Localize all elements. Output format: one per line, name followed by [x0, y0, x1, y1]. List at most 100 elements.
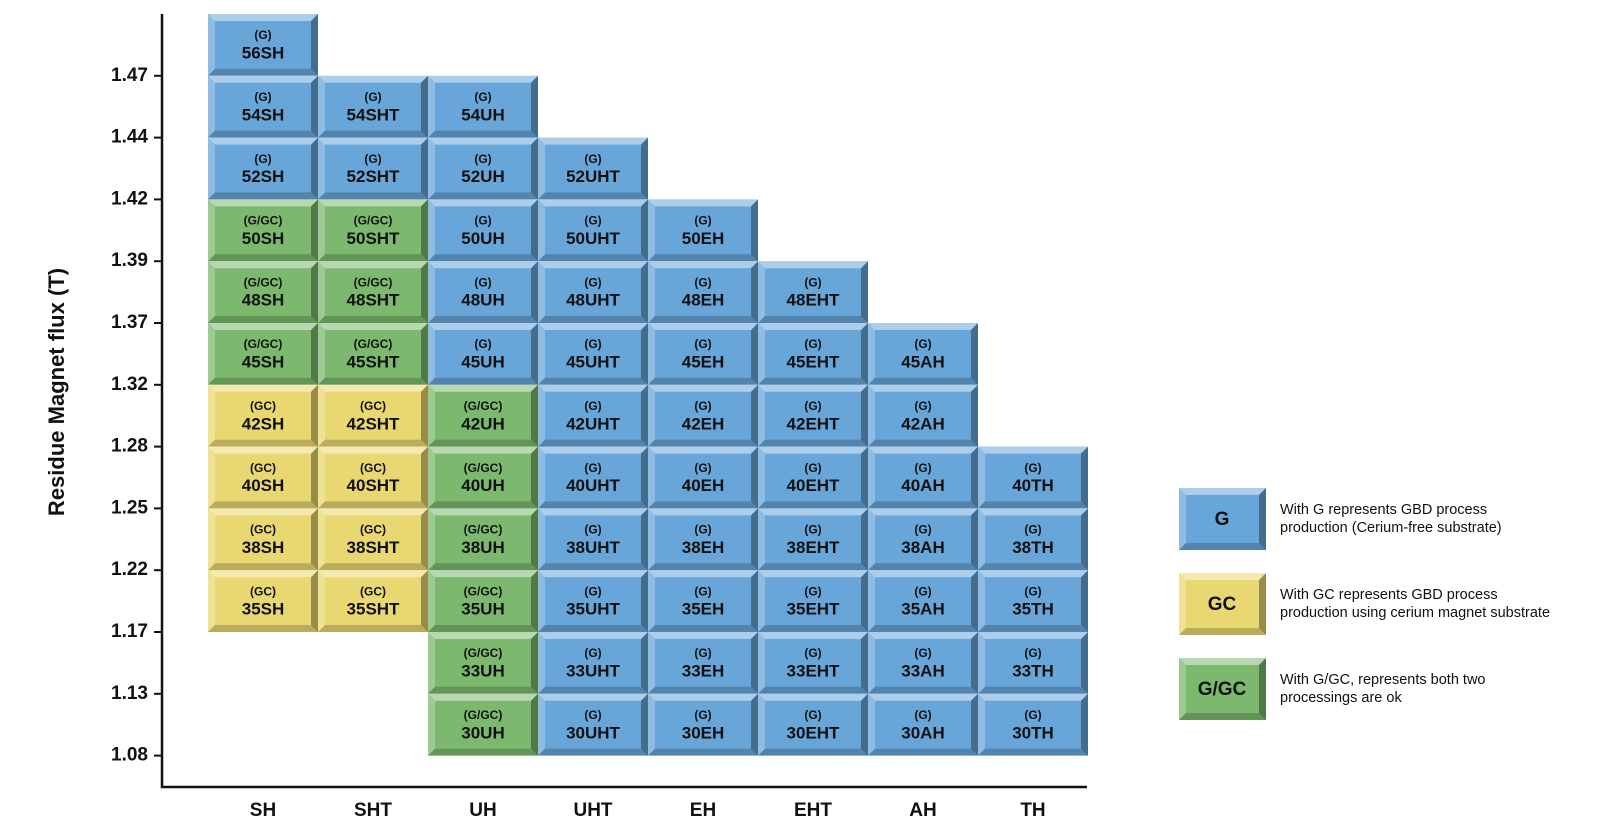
bevel-bottom — [318, 563, 428, 571]
bevel-top — [868, 693, 978, 701]
bevel-right — [861, 261, 868, 323]
bevel-top — [318, 570, 428, 578]
cell-base — [208, 446, 318, 509]
bevel-top — [318, 508, 428, 516]
x-tick-label: SHT — [354, 800, 392, 821]
bevel-right — [531, 75, 538, 138]
bevel-top — [648, 199, 758, 207]
bevel-right — [861, 323, 868, 385]
bevel-right — [971, 384, 978, 447]
bevel-top — [318, 75, 428, 83]
cell-process: (G) — [804, 399, 821, 413]
cell-base — [1179, 488, 1266, 550]
bevel-bottom — [758, 439, 868, 447]
bevel-right — [311, 384, 318, 447]
cell-base — [538, 199, 648, 262]
cell-base — [318, 570, 428, 632]
bevel-top — [428, 693, 538, 701]
grade-cell: (G)54UH — [428, 75, 538, 138]
cell-grade: 45UHT — [566, 352, 620, 371]
bevel-left — [538, 137, 545, 200]
bevel-top — [868, 323, 978, 330]
bevel-right — [641, 199, 648, 262]
bevel-left — [868, 508, 875, 571]
cell-process: (G) — [584, 399, 601, 413]
bevel-left — [318, 384, 325, 447]
cell-grade: 30AH — [901, 723, 944, 742]
bevel-left — [758, 446, 765, 509]
bevel-right — [641, 508, 648, 571]
grade-cell: (GC)38SH — [208, 508, 318, 571]
bevel-right — [861, 570, 868, 632]
bevel-left — [318, 75, 325, 138]
bevel-top — [978, 508, 1088, 516]
cell-grade: 30TH — [1012, 723, 1054, 742]
cell-process: (G) — [694, 337, 711, 351]
cell-process: (GC) — [250, 461, 276, 475]
bevel-top — [428, 570, 538, 578]
grade-cell: (G)30TH — [978, 693, 1088, 756]
bevel-bottom — [648, 563, 758, 571]
bevel-left — [648, 570, 655, 632]
bevel-right — [531, 693, 538, 756]
bevel-right — [751, 261, 758, 323]
bevel-left — [538, 323, 545, 385]
bevel-right — [311, 14, 318, 76]
cell-base — [208, 199, 318, 262]
bevel-top — [428, 632, 538, 639]
cell-grade: 54SHT — [347, 105, 401, 124]
grade-cell: (G)38EH — [648, 508, 758, 571]
cell-process: (G) — [254, 28, 271, 42]
cell-grade: 38UH — [461, 538, 504, 557]
cell-base — [208, 323, 318, 385]
bevel-top — [208, 384, 318, 392]
cell-grade: 40TH — [1012, 476, 1054, 495]
cell-grade: 45SH — [242, 352, 285, 371]
bevel-right — [531, 323, 538, 385]
cell-grade: 40AH — [901, 476, 944, 495]
x-tick-label: TH — [1020, 800, 1045, 821]
legend-swatch: G — [1179, 488, 1266, 550]
bevel-top — [428, 508, 538, 516]
grade-cell: (G/GC) 48SHT — [318, 261, 428, 323]
grade-cell: (G)45UH — [428, 323, 538, 385]
legend-label: G/GC — [1198, 679, 1247, 700]
grade-cell: (G)45EH — [648, 323, 758, 385]
legend-label: GC — [1208, 594, 1237, 615]
grade-cell: (G)38UHT — [538, 508, 648, 571]
bevel-bottom — [758, 501, 868, 509]
bevel-bottom — [868, 748, 978, 756]
bevel-top — [208, 446, 318, 454]
bevel-top — [758, 508, 868, 516]
cell-grade: 42EHT — [787, 414, 841, 433]
bevel-left — [758, 261, 765, 323]
cell-base — [428, 384, 538, 447]
bevel-right — [1081, 570, 1088, 632]
cell-process: (G) — [694, 214, 711, 228]
bevel-top — [1179, 573, 1266, 580]
bevel-top — [428, 323, 538, 330]
bevel-left — [978, 508, 985, 571]
bevel-bottom — [868, 625, 978, 632]
grade-cell: (G)45UHT — [538, 323, 648, 385]
bevel-right — [751, 323, 758, 385]
bevel-left — [648, 632, 655, 694]
bevel-top — [208, 508, 318, 516]
cell-base — [868, 384, 978, 447]
bevel-right — [531, 632, 538, 694]
grade-cell: (G)50UH — [428, 199, 538, 262]
bevel-top — [648, 693, 758, 701]
cell-grade: 54SH — [242, 105, 285, 124]
bevel-bottom — [538, 686, 648, 694]
bevel-bottom — [318, 130, 428, 138]
grade-cell: (GC)40SH — [208, 446, 318, 509]
legend-text: With G represents GBD process — [1280, 502, 1487, 518]
bevel-bottom — [1179, 713, 1266, 720]
cell-grade: 33TH — [1012, 661, 1054, 680]
cell-grade: 40SHT — [347, 476, 401, 495]
cell-base — [758, 508, 868, 571]
bevel-left — [538, 446, 545, 509]
bevel-top — [978, 446, 1088, 454]
bevel-right — [311, 261, 318, 323]
grade-cell: (G/GC)45SH — [208, 323, 318, 385]
